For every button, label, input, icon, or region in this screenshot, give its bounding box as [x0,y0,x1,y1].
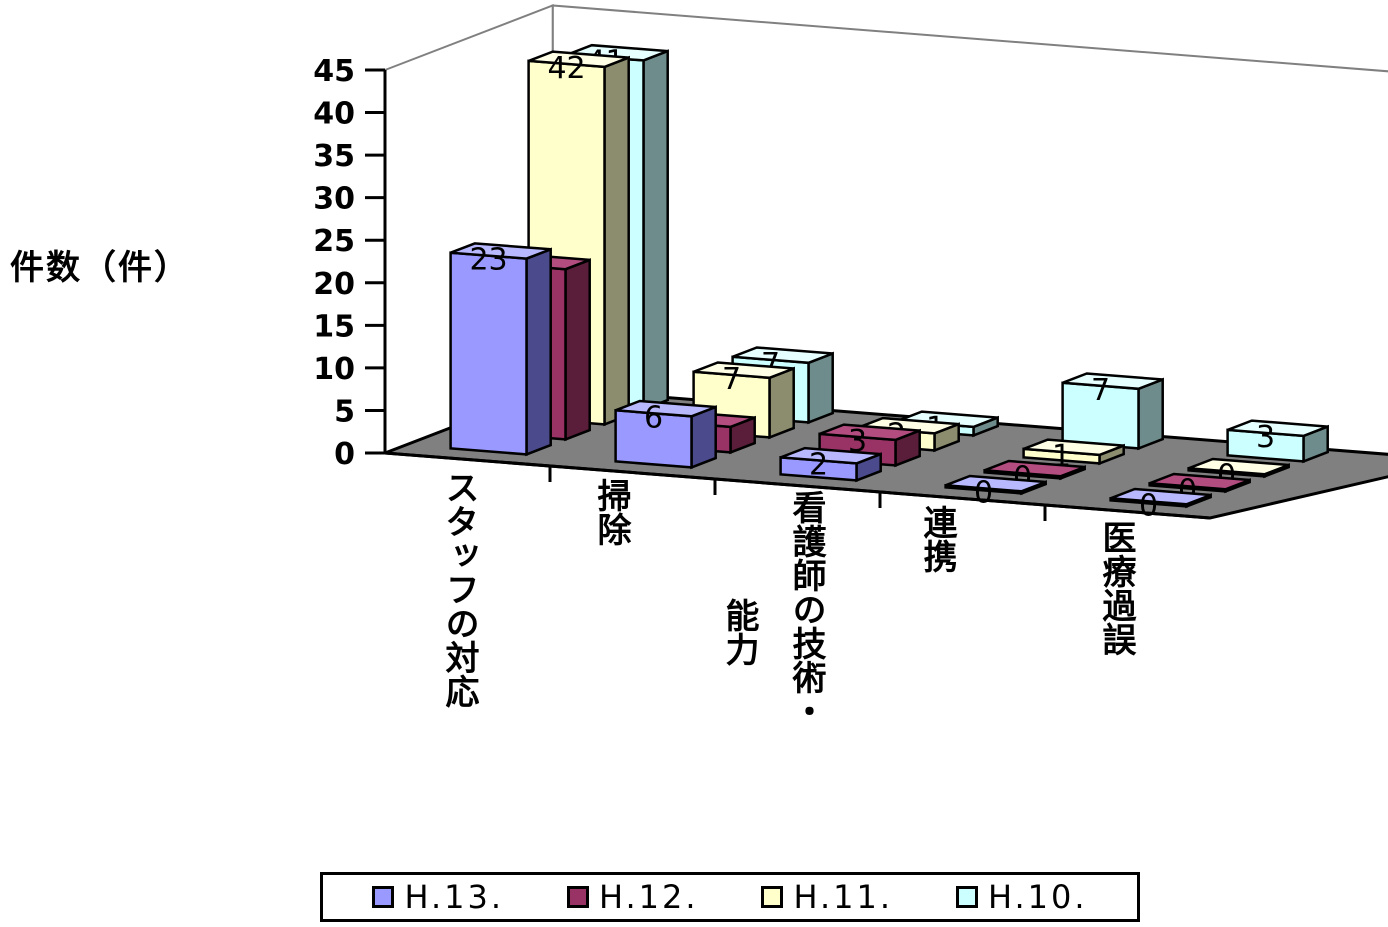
bar-side-h11-1 [768,366,795,440]
data-label-h13-2: 2 [809,447,828,482]
data-label-h12-2: 3 [848,424,867,459]
bar-top-h13-3 [945,474,1047,493]
category-label-nurse-skill: 看護師の技術・ [786,490,826,728]
bar-top-h13-4 [1110,487,1212,506]
y-axis-label: 件数（件） [10,248,190,288]
category-label-malpractice: 医療過誤 [1096,520,1136,656]
data-label-h13-0: 23 [469,243,507,278]
y-tick-label: 25 [313,224,355,259]
bar-side-h10-0 [642,49,669,412]
bar-side-h11-0 [603,55,630,427]
data-label-h10-3: 7 [1091,373,1110,408]
legend-label-h10: H.10. [987,878,1088,916]
legend-swatch-h12 [566,886,589,908]
y-tick-label: 30 [313,182,355,217]
data-label-h13-1: 6 [644,400,663,435]
y-tick-label: 45 [313,54,355,89]
bar-top-h13-1 [615,399,717,418]
legend-label-h13: H.13. [404,878,505,916]
legend-item-h10: H.10. [955,878,1088,916]
bar-top-h11-3 [1023,438,1125,457]
data-label-h13-3: 0 [974,475,993,510]
category-label-nurse-ability: 能力 [719,598,759,666]
bar-top-h12-4 [1149,472,1251,491]
bar-top-h11-1 [693,361,795,380]
y-tick-label: 40 [313,97,355,132]
chart-legend: H.13. H.12. H.11. H.10. [320,872,1140,922]
category-label-staff: スタッフの対応 [439,470,479,708]
data-label-h11-0: 42 [547,51,585,86]
bar-top-h13-2 [780,446,882,465]
y-tick-label: 10 [313,352,355,387]
bar-side-h12-0 [564,258,591,442]
x-axis-line [384,451,1211,520]
legend-swatch-h13 [372,886,395,908]
bar-top-h10-1 [732,346,834,365]
y-tick-label: 20 [313,267,355,302]
back-wall [551,4,1388,456]
bar-top-h11-0 [528,50,630,69]
legend-swatch-h11 [761,886,784,908]
category-label-coordination: 連携 [917,505,957,573]
y-tick-label: 35 [313,139,355,174]
data-label-h10-4: 3 [1256,420,1275,455]
legend-item-h13: H.13. [372,878,504,916]
data-label-h13-4: 0 [1139,488,1158,523]
bar-top-h11-4 [1188,457,1290,476]
legend-swatch-h10 [955,886,978,908]
legend-label-h12: H.12. [598,878,699,916]
bar-top-h10-3 [1062,372,1164,391]
bar-side-h10-1 [807,351,834,425]
bar-side-h10-3 [1137,377,1164,451]
bar-h13-0 [449,251,528,456]
bar-top-h12-2 [819,423,921,442]
bar-top-h12-3 [984,459,1086,478]
y-tick-label: 0 [334,437,355,472]
bar-side-h13-0 [525,247,552,457]
y-tick-label: 5 [334,394,355,429]
bar-top-h13-0 [450,242,552,260]
y-tick-label: 15 [313,309,355,344]
legend-label-h11: H.11. [793,878,894,916]
category-label-cleaning: 掃除 [591,478,631,546]
data-label-h11-1: 7 [722,362,741,397]
legend-item-h11: H.11. [761,878,893,916]
bar-top-h10-4 [1227,419,1329,438]
legend-item-h12: H.12. [566,878,699,916]
